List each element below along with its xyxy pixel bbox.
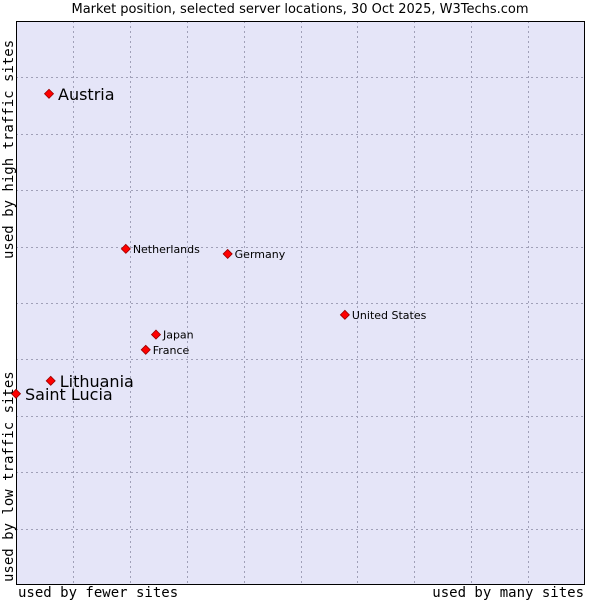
data-point: Germany xyxy=(222,248,286,261)
point-label: Lithuania xyxy=(60,372,134,391)
data-point: Lithuania xyxy=(45,372,134,391)
point-label: Netherlands xyxy=(133,243,200,256)
point-label: Japan xyxy=(162,329,194,342)
point-label: Germany xyxy=(235,248,286,261)
chart-title: Market position, selected server locatio… xyxy=(71,2,529,17)
point-marker xyxy=(222,248,233,259)
grid-lines xyxy=(16,21,585,585)
point-marker xyxy=(150,329,162,340)
x-axis-label-left: used by fewer sites xyxy=(18,585,178,600)
data-point: Saint Lucia xyxy=(10,385,113,404)
x-axis-label-right: used by many sites xyxy=(432,585,584,600)
point-label: France xyxy=(153,344,190,357)
data-point: Austria xyxy=(43,85,115,104)
y-axis-label-bottom: used by low traffic sites xyxy=(1,371,17,582)
point-label: United States xyxy=(352,309,427,322)
point-marker xyxy=(120,243,131,254)
point-marker xyxy=(10,388,22,399)
y-axis-label-top: used by high traffic sites xyxy=(1,40,17,259)
point-marker xyxy=(45,375,56,386)
point-marker xyxy=(140,344,151,355)
plot-area xyxy=(16,21,585,585)
data-point: Netherlands xyxy=(120,243,200,256)
data-point: France xyxy=(140,344,190,357)
point-marker xyxy=(339,309,350,320)
data-points: Austria Netherlands Germany United States Ja… xyxy=(10,85,427,404)
point-label: Austria xyxy=(58,85,115,104)
plot-border xyxy=(16,21,585,585)
data-point: United States xyxy=(339,309,427,322)
data-point: Japan xyxy=(150,329,194,342)
point-label: Saint Lucia xyxy=(25,385,113,404)
point-marker xyxy=(43,88,55,99)
